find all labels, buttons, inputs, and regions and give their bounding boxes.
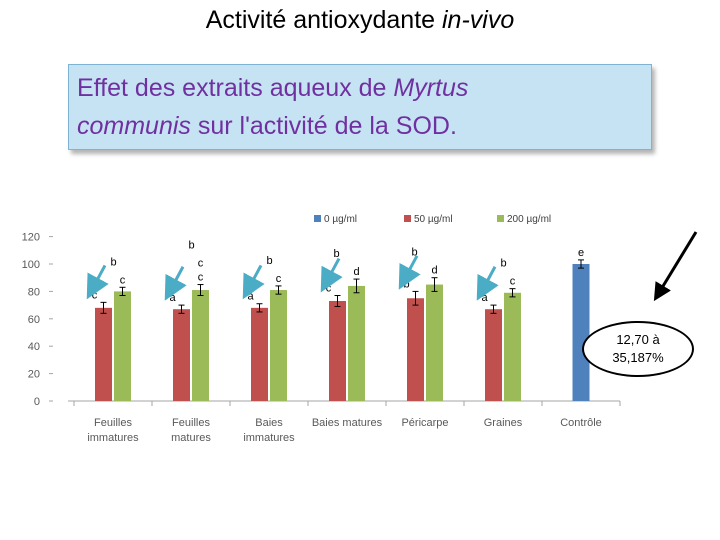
category-label: Péricarpe [401, 417, 448, 429]
slide-title-italic: in-vivo [442, 6, 515, 34]
slide-title: Activité antioxydante in-vivo [0, 6, 720, 35]
legend-swatch [404, 215, 411, 222]
category-label: Graines [484, 417, 523, 429]
callout-line-1: 12,70 à [616, 332, 660, 347]
legend-swatch [314, 215, 321, 222]
pointer-arrow-black [653, 231, 698, 302]
significance-letter: c [276, 273, 282, 285]
subtitle-box: Effet des extraits aqueux de Myrtus commu… [68, 64, 652, 150]
callout-ellipse: 12,70 à 35,187% [582, 321, 694, 377]
y-tick-label: 60 [28, 314, 40, 326]
bar [251, 307, 268, 401]
pointer-arrow [164, 266, 187, 301]
y-tick-label: 80 [28, 286, 40, 298]
category-label: Feuilles [94, 417, 132, 429]
legend-swatch [497, 215, 504, 222]
subtitle-text-1: Effet des extraits aqueux de [77, 74, 394, 102]
category-label: Feuilles [172, 417, 210, 429]
significance-letter-upper: b [188, 240, 194, 252]
significance-letter: a [169, 292, 176, 304]
bar [329, 300, 346, 401]
significance-letter: a [247, 291, 254, 303]
y-tick-label: 40 [28, 341, 40, 353]
category-label: matures [171, 432, 211, 444]
category-label: Baies matures [312, 417, 383, 429]
significance-letter: d [353, 266, 359, 278]
significance-letter-mid: c [198, 258, 204, 270]
significance-letter: e [578, 247, 584, 259]
significance-letter: d [431, 265, 437, 277]
pointer-arrow [242, 264, 265, 300]
category-label: Baies [255, 417, 283, 429]
legend-label: 0 µg/ml [324, 214, 357, 225]
category-label: immatures [243, 432, 295, 444]
significance-letter-upper: b [110, 256, 116, 268]
subtitle-text-2: sur l'activité de la SOD. [190, 112, 457, 140]
bar [173, 309, 190, 401]
pointer-arrow [476, 266, 499, 301]
slide-title-text: Activité antioxydante [205, 6, 442, 34]
bar [192, 290, 209, 401]
legend-label: 50 µg/ml [414, 214, 453, 225]
significance-letter-upper: b [333, 248, 339, 260]
y-tick-label: 0 [34, 396, 40, 408]
bar [95, 307, 112, 401]
bar [407, 298, 424, 401]
subtitle-italic-1: Myrtus [393, 74, 469, 102]
pointer-arrow [398, 255, 421, 290]
significance-letter-upper: b [266, 255, 272, 267]
y-tick-label: 120 [22, 232, 40, 244]
category-label: Contrôle [560, 417, 602, 429]
bar [114, 291, 131, 401]
bar [504, 292, 521, 401]
bar [348, 285, 365, 401]
bar [572, 264, 590, 401]
bar [485, 309, 502, 401]
legend-label: 200 µg/ml [507, 214, 551, 225]
callout-line-2: 35,187% [612, 350, 664, 365]
pointer-arrow [86, 264, 109, 300]
category-label: immatures [87, 432, 139, 444]
subtitle-italic-2: communis [77, 112, 191, 140]
y-tick-label: 20 [28, 369, 40, 381]
significance-letter-upper: b [500, 258, 506, 270]
y-tick-label: 100 [22, 259, 40, 271]
bar [270, 290, 287, 401]
pointer-arrow [320, 257, 343, 293]
significance-letter: c [510, 276, 516, 288]
significance-letter: c [198, 272, 204, 284]
significance-letter-upper: b [411, 247, 417, 259]
bar [426, 284, 443, 401]
significance-letter: c [120, 274, 126, 286]
significance-letter: a [481, 292, 488, 304]
